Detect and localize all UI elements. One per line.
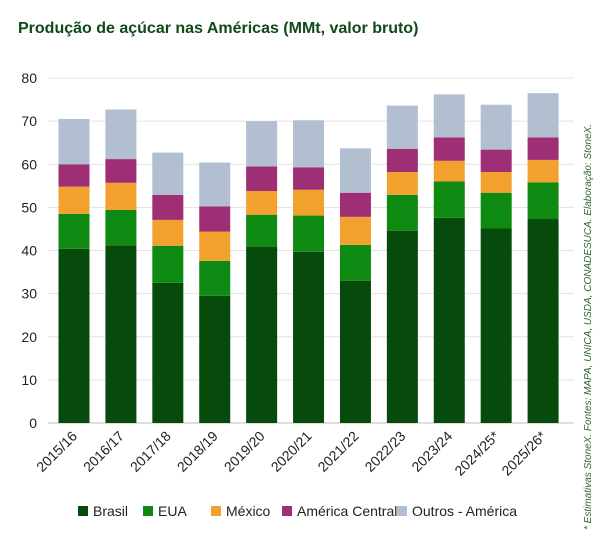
bar-segment xyxy=(480,172,512,193)
bar-segment xyxy=(433,137,465,161)
bar-segment xyxy=(339,148,371,193)
bar-segment xyxy=(293,167,325,190)
legend-swatch xyxy=(143,506,153,516)
bar-segment xyxy=(152,282,184,423)
bar-segment xyxy=(152,219,184,246)
x-tick-label: 2023/24 xyxy=(408,428,455,475)
x-tick-label: 2017/18 xyxy=(127,428,174,475)
legend-label: Brasil xyxy=(93,503,128,519)
bar-segment xyxy=(339,244,371,281)
y-tick-label: 20 xyxy=(21,329,37,345)
x-tick-label: 2016/17 xyxy=(80,428,127,475)
source-note: * Estimativas StoneX. Fontes: MAPA, UNIC… xyxy=(583,124,594,530)
bar-segment xyxy=(293,215,325,252)
bar-segment xyxy=(293,251,325,423)
bar-segment xyxy=(199,260,231,296)
bar-segment xyxy=(58,186,90,214)
bar-segment xyxy=(246,121,278,167)
legend-swatch xyxy=(211,506,221,516)
bar-segment xyxy=(433,217,465,423)
x-tick-label: 2015/16 xyxy=(33,428,80,475)
legend-label: Outros - América xyxy=(412,503,517,519)
legend-swatch xyxy=(397,506,407,516)
x-tick-label: 2018/19 xyxy=(174,428,221,475)
bar-segment xyxy=(199,162,231,207)
bar-segment xyxy=(152,194,184,220)
bar-segment xyxy=(433,94,465,138)
bar-segment xyxy=(527,219,559,423)
x-tick-label: 2024/25* xyxy=(451,427,502,478)
bar-segment xyxy=(152,245,184,283)
bar-segment xyxy=(246,190,278,215)
bar-segment xyxy=(105,182,137,210)
bar-segment xyxy=(386,172,418,195)
y-tick-label: 70 xyxy=(21,113,37,129)
x-tick-label: 2025/26* xyxy=(498,427,549,478)
bar-segment xyxy=(433,160,465,182)
bar-segment xyxy=(58,248,90,423)
legend-swatch xyxy=(78,506,88,516)
y-tick-label: 30 xyxy=(21,286,37,302)
bar-segment xyxy=(339,216,371,245)
legend-label: México xyxy=(226,503,271,519)
y-tick-label: 10 xyxy=(21,372,37,388)
bar-segment xyxy=(480,104,512,150)
bar-segment xyxy=(386,230,418,423)
bar-segment xyxy=(527,159,559,183)
bar-segment xyxy=(246,246,278,423)
bar-segment xyxy=(246,166,278,191)
bar-segment xyxy=(339,192,371,217)
bar-segment xyxy=(293,189,325,216)
bar-segment xyxy=(480,149,512,173)
bar-segment xyxy=(199,206,231,232)
bar-segment xyxy=(105,109,137,160)
bar-segment xyxy=(386,148,418,173)
y-tick-label: 0 xyxy=(29,415,37,431)
bar-segment xyxy=(293,120,325,168)
bar-segment xyxy=(246,214,278,247)
bar-segment xyxy=(58,118,90,165)
chart-title: Produção de açúcar nas Américas (MMt, va… xyxy=(18,20,419,37)
x-tick-label: 2021/22 xyxy=(314,428,361,475)
y-tick-label: 80 xyxy=(21,70,37,86)
bar-segment xyxy=(105,245,137,423)
bar-segment xyxy=(386,194,418,231)
bar-segment xyxy=(58,213,90,249)
bar-segment xyxy=(199,231,231,261)
legend-label: EUA xyxy=(158,503,187,519)
bar-segment xyxy=(105,209,137,246)
y-tick-label: 40 xyxy=(21,243,37,259)
x-tick-label: 2022/23 xyxy=(361,428,408,475)
bar-segment xyxy=(58,164,90,187)
bar-segment xyxy=(199,295,231,423)
y-tick-label: 50 xyxy=(21,199,37,215)
bar-segment xyxy=(433,181,465,218)
x-tick-label: 2020/21 xyxy=(268,428,315,475)
bar-segment xyxy=(339,280,371,423)
bar-segment xyxy=(152,152,184,195)
bar-segment xyxy=(527,137,559,160)
bar-segment xyxy=(480,228,512,423)
bar-segment xyxy=(480,192,512,229)
bar-segment xyxy=(527,93,559,138)
y-tick-label: 60 xyxy=(21,156,37,172)
legend-swatch xyxy=(282,506,292,516)
bar-segment xyxy=(105,159,137,183)
legend-label: América Central xyxy=(297,503,397,519)
bar-segment xyxy=(386,105,418,149)
bar-segment xyxy=(527,182,559,220)
x-tick-label: 2019/20 xyxy=(221,428,268,475)
